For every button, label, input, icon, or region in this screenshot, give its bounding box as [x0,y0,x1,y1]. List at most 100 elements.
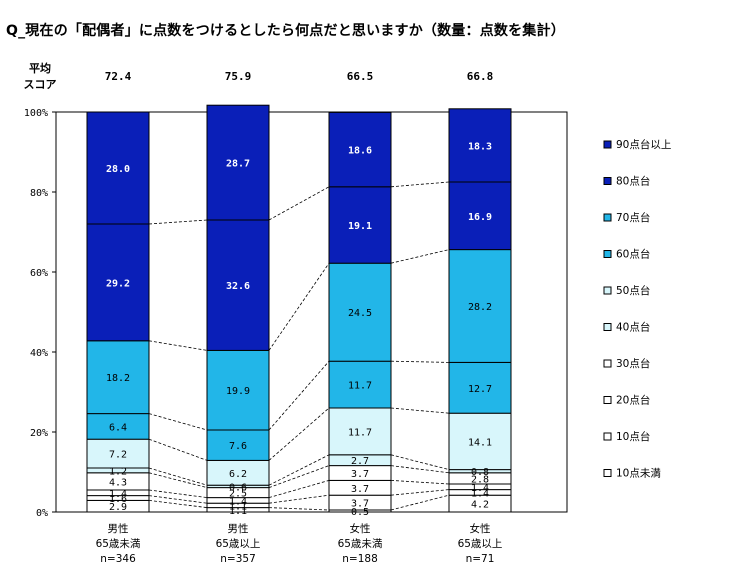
data-label: 3.7 [351,484,369,495]
legend-label: 40点台 [616,321,650,334]
legend-label: 90点台以上 [616,138,671,151]
data-label: 28.0 [106,164,130,175]
bar-segment [86,223,150,342]
data-label: 0.6 [229,482,247,493]
data-label: 6.2 [229,469,247,480]
connector-line [390,360,450,363]
avg-score: 66.5 [347,70,374,83]
chart-title: Q_現在の「配偶者」に点数をつけるとしたら何点だと思いますか（数量：点数を集計） [6,23,565,39]
data-label: 2.5 [229,489,247,500]
data-label: 1.4 [471,488,489,499]
avg-score: 72.4 [105,70,132,83]
legend-label: 70点台 [616,211,650,224]
legend-label: 10点台 [616,430,650,443]
data-label: 29.2 [106,278,130,289]
bar-segment [206,459,270,486]
connector-line [268,360,330,431]
avg-score: 66.8 [467,70,494,83]
connector-line [148,438,208,461]
legend-label: 10点未満 [616,468,661,480]
category-label: n=346 [100,553,136,565]
legend-swatch [603,323,612,331]
data-label: 3.7 [351,499,369,510]
y-tick-label: 20% [30,428,48,439]
connector-line [390,489,450,496]
legend-swatch [603,432,612,441]
bar-segment [448,249,512,363]
bar-segment [328,360,392,409]
connector-line [390,465,450,474]
category-label: 65歳以上 [458,538,503,550]
plot-area [55,111,568,513]
data-label: 11.7 [348,381,372,392]
bar-segment [448,108,512,183]
data-label: 24.5 [348,308,372,319]
data-label: 18.3 [468,141,492,152]
legend-swatch [603,286,612,295]
connector-line [390,407,450,414]
legend-swatch [603,177,612,185]
data-label: 6.4 [109,422,127,433]
bar-segment [86,413,150,440]
category-label: 男性 [108,522,129,535]
connector-line [390,454,450,470]
connector-line [268,454,330,486]
legend-label: 80点台 [616,175,650,188]
category-label: n=357 [220,553,256,565]
y-tick-label: 60% [30,268,48,279]
bar-segment [86,111,150,225]
category-label: 65歳未満 [338,538,383,550]
data-label: 4.3 [109,477,127,488]
bar-segment [86,438,150,469]
connector-line [268,262,330,351]
data-label: 3.7 [351,469,369,480]
legend-label: 20点台 [616,394,650,407]
category-label: 65歳以上 [216,538,261,550]
data-label: 0.5 [351,507,369,518]
connector-line [148,495,208,504]
data-label: 18.2 [106,373,130,384]
data-label: 32.6 [226,281,250,292]
connector-line [268,507,330,511]
connector-line [148,413,208,431]
connector-line [148,472,208,488]
data-label: 0.8 [471,467,489,478]
data-label: 19.1 [348,221,372,232]
y-tick-label: 80% [30,188,48,199]
bar-segment [328,262,392,362]
bar-segment [448,361,512,414]
connector-line [268,480,330,498]
y-tick-label: 100% [24,108,48,119]
legend-label: 50点台 [616,284,650,297]
bar-segment [328,407,392,456]
bar-segment [448,181,512,251]
data-label: 28.7 [226,159,250,170]
connector-line [148,467,208,486]
legend-swatch [603,250,612,258]
y-tick-label: 0% [36,508,48,519]
category-label: 女性 [350,522,371,535]
connector-line [390,249,450,264]
legend-swatch [603,140,612,149]
data-label: 12.7 [468,384,492,395]
connector-line [148,489,208,498]
connector-line [390,494,450,511]
connector-line [268,465,330,488]
legend-swatch [603,213,612,222]
legend-swatch [603,359,612,368]
avg-label-line1: 平均 [29,61,51,75]
avg-score: 75.9 [225,70,252,83]
data-label: 28.2 [468,302,492,313]
data-label: 1.2 [109,466,127,477]
data-label: 1.1 [229,501,247,512]
data-label: 1.4 [109,489,127,500]
data-label: 2.9 [109,502,127,513]
legend-swatch [603,469,612,477]
connector-line [148,500,208,508]
category-label: 女性 [470,522,491,535]
data-label: 1.4 [471,483,489,494]
connector-line [148,219,208,225]
legend-label: 30点台 [616,357,650,370]
data-label: 16.9 [468,212,492,223]
bar-segment [86,340,150,415]
